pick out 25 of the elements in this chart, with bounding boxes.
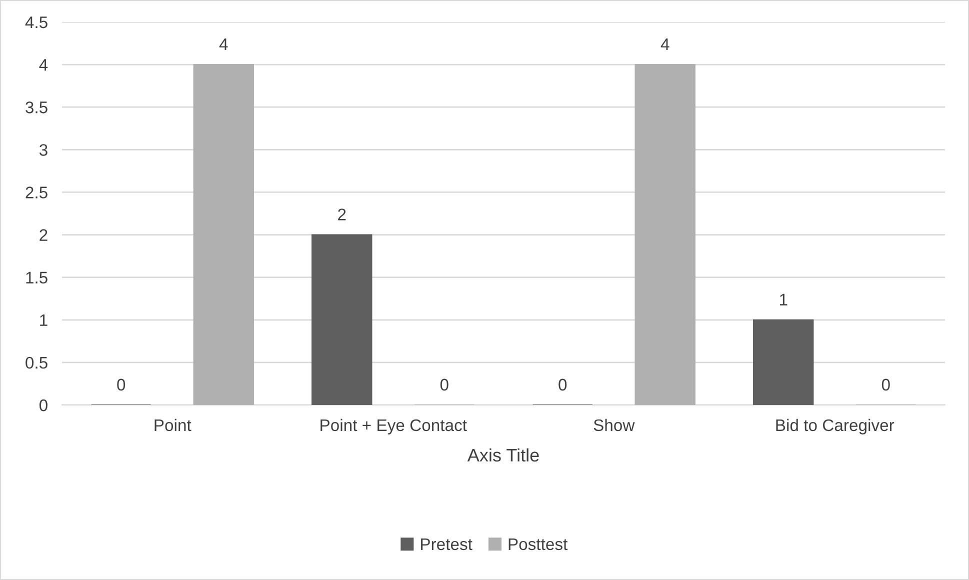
x-tick-label: Point + Eye Contact (320, 418, 467, 434)
data-label: 0 (117, 378, 126, 391)
y-tick-label: 1 (40, 314, 48, 326)
data-label: 0 (882, 378, 890, 391)
x-tick-label: Bid to Caregiver (776, 418, 894, 434)
y-tick-label: 0 (39, 399, 48, 412)
legend-label: Posttest (508, 538, 568, 550)
x-tick-label: Show (594, 418, 635, 432)
x-tick-label: Point (154, 418, 192, 432)
legend-label: Pretest (421, 538, 472, 550)
y-tick-label: 3.5 (26, 102, 48, 114)
data-label: 4 (219, 38, 228, 50)
y-tick-label: 2 (40, 229, 48, 241)
y-tick-label: 1.5 (26, 272, 48, 284)
y-tick-label: 2.5 (26, 186, 48, 198)
y-tick-label: 4.5 (25, 16, 48, 28)
x-axis-title: Axis Title (467, 448, 539, 462)
data-label: 0 (558, 378, 567, 391)
data-label: 4 (660, 38, 670, 50)
data-label: 0 (440, 378, 448, 391)
data-label: 1 (780, 294, 788, 306)
y-tick-label: 0.5 (26, 356, 48, 369)
data-label: 2 (338, 208, 346, 220)
y-tick-label: 4 (39, 59, 48, 71)
y-tick-label: 3 (39, 144, 48, 156)
